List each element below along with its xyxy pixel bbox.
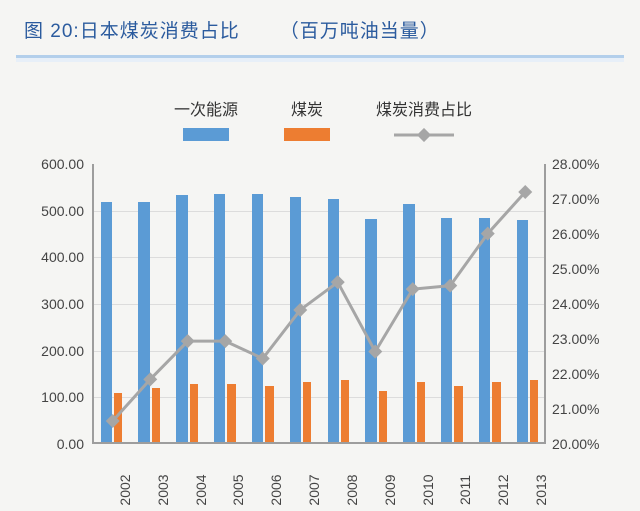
y-axis-left: 0.00100.00200.00300.00400.00500.00600.00	[30, 164, 90, 444]
x-tick: 2013	[533, 474, 549, 505]
y-right-tick: 26.00%	[552, 226, 599, 242]
bar-primary	[176, 195, 187, 442]
bar-primary	[138, 202, 149, 442]
x-tick: 2007	[306, 474, 322, 505]
x-tick: 2011	[457, 475, 473, 505]
bar-coal	[190, 384, 198, 442]
y-right-tick: 28.00%	[552, 156, 599, 172]
bar-coal	[341, 380, 349, 442]
bar-primary	[101, 202, 112, 442]
y-left-tick: 0.00	[57, 436, 84, 452]
x-tick: 2012	[495, 474, 511, 505]
y-right-tick: 21.00%	[552, 401, 599, 417]
x-tick: 2008	[344, 474, 360, 505]
title-prefix: 图 20:	[24, 21, 80, 42]
bar-coal	[114, 393, 122, 442]
bar-coal	[492, 382, 500, 442]
title-unit: （百万吨油当量）	[280, 21, 440, 42]
y-left-tick: 500.00	[41, 203, 84, 219]
y-left-tick: 300.00	[41, 296, 84, 312]
bar-primary	[252, 194, 263, 442]
x-tick: 2005	[230, 474, 246, 505]
bar-coal	[265, 386, 273, 442]
bar-primary	[290, 197, 301, 442]
bar-coal	[454, 386, 462, 442]
title-divider	[16, 55, 624, 62]
legend-ratio-swatch	[394, 128, 454, 142]
bar-coal	[417, 382, 425, 442]
bar-coal	[227, 384, 235, 442]
bar-primary	[403, 204, 414, 442]
legend-coal: 煤炭	[284, 96, 330, 156]
bar-primary	[517, 220, 528, 442]
legend-primary-swatch	[183, 128, 229, 141]
x-axis: 2002200320042005200620072008200920102011…	[92, 448, 546, 494]
legend-primary: 一次能源	[174, 96, 238, 156]
y-left-tick: 100.00	[41, 389, 84, 405]
title-main: 日本煤炭消费占比	[80, 21, 240, 42]
y-axis-right: 20.00%21.00%22.00%23.00%24.00%25.00%26.0…	[546, 164, 616, 444]
x-tick: 2004	[193, 474, 209, 505]
x-tick: 2006	[268, 474, 284, 505]
legend-coal-label: 煤炭	[291, 96, 323, 120]
y-left-tick: 200.00	[41, 343, 84, 359]
bar-primary	[328, 199, 339, 442]
x-tick: 2010	[420, 474, 436, 505]
bar-primary	[365, 219, 376, 442]
bar-primary	[214, 194, 225, 442]
bar-coal	[379, 391, 387, 442]
y-right-tick: 24.00%	[552, 296, 599, 312]
chart-title: 图 20:日本煤炭消费占比 （百万吨油当量）	[0, 0, 640, 55]
legend: 一次能源 煤炭 煤炭消费占比	[30, 92, 616, 156]
bar-coal	[152, 388, 160, 442]
y-right-tick: 25.00%	[552, 261, 599, 277]
bar-primary	[441, 218, 452, 442]
ratio-line	[94, 164, 544, 442]
legend-primary-label: 一次能源	[174, 96, 238, 120]
x-tick: 2003	[155, 474, 171, 505]
chart-area: 一次能源 煤炭 煤炭消费占比 0.00 100.00 200.00 300.00 400…	[30, 92, 616, 498]
plot-area	[92, 164, 546, 444]
legend-coal-swatch	[284, 128, 330, 141]
y-right-tick: 23.00%	[552, 331, 599, 347]
bar-coal	[530, 380, 538, 442]
y-left-tick: 600.00	[41, 156, 84, 172]
bar-coal	[303, 382, 311, 442]
y-left-tick: 400.00	[41, 249, 84, 265]
legend-ratio-label: 煤炭消费占比	[376, 96, 472, 120]
x-tick: 2009	[382, 474, 398, 505]
y-right-tick: 27.00%	[552, 191, 599, 207]
y-right-tick: 20.00%	[552, 436, 599, 452]
x-tick: 2002	[117, 474, 133, 505]
y-right-tick: 22.00%	[552, 366, 599, 382]
bar-primary	[479, 218, 490, 442]
legend-ratio: 煤炭消费占比	[376, 96, 472, 156]
